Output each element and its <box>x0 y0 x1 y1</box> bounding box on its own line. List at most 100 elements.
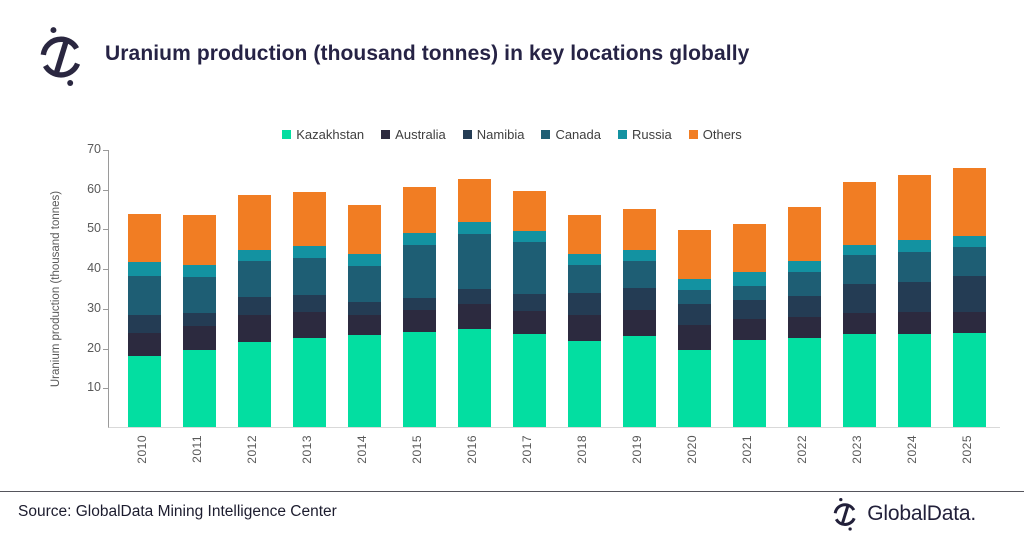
bar-segment-others <box>788 207 821 262</box>
x-tick-label: 2019 <box>629 435 644 464</box>
bar-segment-kazakhstan <box>183 349 216 427</box>
legend-item-kazakhstan: Kazakhstan <box>282 127 364 142</box>
bar-segment-canada <box>183 276 216 313</box>
bar-segment-australia <box>513 311 546 335</box>
legend-label: Namibia <box>476 127 525 142</box>
bar-segment-namibia <box>183 312 216 326</box>
y-tick-mark <box>103 150 108 151</box>
bar-segment-kazakhstan <box>788 338 821 427</box>
bar-segment-namibia <box>623 288 656 311</box>
bar-segment-australia <box>898 312 931 334</box>
bar-segment-russia <box>238 249 271 262</box>
bar-segment-kazakhstan <box>623 336 656 427</box>
y-tick-label: 20 <box>87 340 101 355</box>
x-tick-label: 2013 <box>299 435 314 464</box>
x-tick-label: 2022 <box>794 435 809 464</box>
bar-segment-others <box>238 194 271 250</box>
bar-segment-kazakhstan <box>403 332 436 427</box>
bar-segment-kazakhstan <box>733 339 766 427</box>
y-tick-mark <box>103 388 108 390</box>
bar-segment-others <box>348 204 381 255</box>
footer-divider <box>0 491 1024 492</box>
y-tick-mark <box>103 308 108 310</box>
bar-segment-russia <box>568 253 601 266</box>
x-tick-label: 2018 <box>574 435 589 464</box>
y-tick-label: 10 <box>87 380 101 395</box>
bar-segment-australia <box>458 303 491 329</box>
bar-segment-canada <box>513 242 546 295</box>
bar-segment-russia <box>403 232 436 246</box>
bar-segment-australia <box>293 312 326 338</box>
globaldata-compass-icon <box>40 27 82 86</box>
bar-segment-russia <box>458 221 491 234</box>
y-tick-mark <box>103 229 108 231</box>
bar-segment-namibia <box>403 297 436 310</box>
y-axis-title: Uranium production (thousand tonnes) <box>50 190 62 388</box>
bar-segment-namibia <box>348 302 381 316</box>
bar-segment-kazakhstan <box>843 334 876 427</box>
bar-column-2025 <box>953 168 986 427</box>
bar-column-2020 <box>678 230 711 427</box>
bar-column-2015 <box>403 186 436 427</box>
bar-column-2023 <box>843 181 876 427</box>
bar-segment-others <box>458 179 491 222</box>
bar-segment-australia <box>348 315 381 336</box>
bar-segment-australia <box>568 315 601 341</box>
legend-swatch <box>282 130 292 139</box>
bar-column-2019 <box>623 209 656 427</box>
legend-label: Australia <box>395 127 446 142</box>
x-tick-label: 2015 <box>409 435 424 464</box>
x-tick-label: 2024 <box>904 435 919 464</box>
legend-item-australia: Australia <box>381 127 446 142</box>
y-tick-mark <box>103 348 108 350</box>
bar-segment-canada <box>678 290 711 304</box>
bar-segment-russia <box>293 245 326 259</box>
bar-segment-canada <box>733 286 766 300</box>
bar-segment-namibia <box>733 299 766 320</box>
bar-segment-others <box>953 168 986 237</box>
bar-segment-canada <box>348 266 381 303</box>
bar-segment-canada <box>458 233 491 290</box>
bar-segment-australia <box>678 325 711 350</box>
bar-column-2021 <box>733 223 766 427</box>
bar-segment-namibia <box>513 294 546 312</box>
x-tick-label: 2021 <box>739 435 754 464</box>
bar-segment-others <box>128 213 161 262</box>
bar-segment-canada <box>898 252 931 283</box>
legend-swatch <box>462 130 472 139</box>
bar-segment-namibia <box>788 295 821 317</box>
bar-segment-australia <box>788 316 821 339</box>
bar-segment-kazakhstan <box>513 334 546 427</box>
bar-segment-canada <box>623 261 656 289</box>
bar-segment-others <box>898 174 931 240</box>
bar-segment-russia <box>128 261 161 277</box>
bar-segment-russia <box>183 264 216 277</box>
bar-segment-australia <box>623 310 656 337</box>
bar-segment-others <box>513 190 546 231</box>
bar-segment-kazakhstan <box>293 337 326 427</box>
x-tick-label: 2025 <box>959 435 974 464</box>
bar-segment-namibia <box>128 315 161 333</box>
bar-segment-namibia <box>898 282 931 313</box>
y-tick-label: 50 <box>87 221 101 236</box>
source-text: Source: GlobalData Mining Intelligence C… <box>18 503 337 520</box>
legend-label: Russia <box>631 127 672 142</box>
legend-item-canada: Canada <box>541 127 601 142</box>
chart: Uranium production (thousand tonnes) 10 2… <box>50 142 1000 464</box>
bar-segment-others <box>843 181 876 246</box>
chart-legend: Kazakhstan Australia Namibia Canada Russia Ot… <box>0 127 1024 142</box>
globaldata-logo-icon <box>833 497 857 531</box>
bar-segment-kazakhstan <box>128 356 161 427</box>
plot-area <box>108 150 1000 428</box>
bar-segment-canada <box>238 261 271 297</box>
x-tick-label: 2017 <box>519 435 534 464</box>
x-tick-label: 2010 <box>134 435 149 464</box>
bar-segment-russia <box>513 230 546 243</box>
legend-swatch <box>617 130 627 139</box>
x-tick-label: 2016 <box>464 435 479 464</box>
y-tick-label: 30 <box>87 300 101 315</box>
bar-segment-kazakhstan <box>678 349 711 427</box>
bar-segment-others <box>293 191 326 246</box>
bar-segment-australia <box>843 312 876 335</box>
bar-column-2011 <box>183 214 216 427</box>
